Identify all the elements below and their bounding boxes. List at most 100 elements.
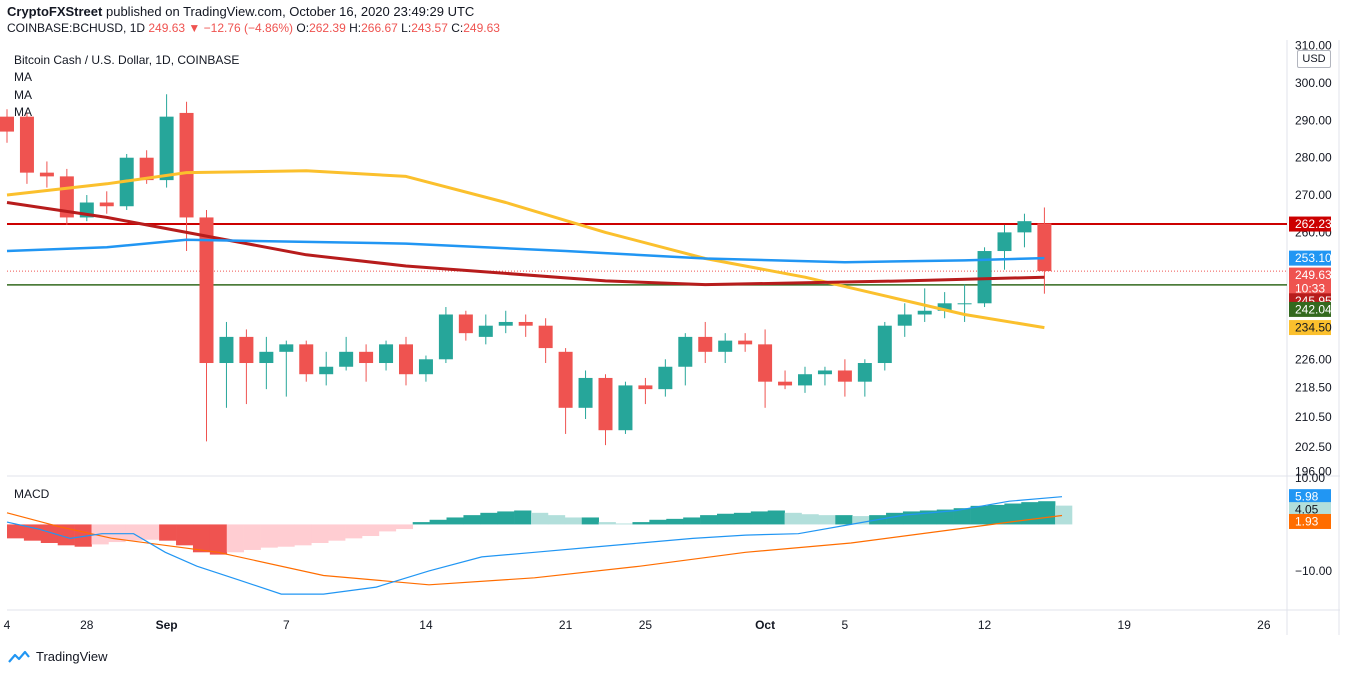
- moving-averages: [6, 169, 1045, 330]
- low-value: 243.57: [411, 21, 448, 35]
- price-badge: [1289, 216, 1331, 232]
- ma-long-line: [6, 169, 1045, 330]
- ma-mid-line: [6, 201, 1045, 287]
- open-value: 262.39: [309, 21, 346, 35]
- macd-hist-bar: [480, 512, 498, 525]
- ma-label-2: MA: [14, 88, 32, 102]
- price-badge: [1289, 320, 1331, 336]
- macd-hist-bar: [598, 522, 616, 525]
- price-badges: 262.23253.10249.6310:33245.95242.04234.5…: [1289, 216, 1332, 529]
- time-tick-label: 21: [559, 618, 573, 632]
- candle-body: [279, 344, 294, 352]
- candle-body: [678, 336, 693, 367]
- tradingview-logo[interactable]: TradingView: [7, 648, 108, 664]
- publish-header: CryptoFXStreet published on TradingView.…: [7, 4, 474, 19]
- currency-badge[interactable]: USD: [1297, 50, 1331, 68]
- high-value: 266.67: [361, 21, 398, 35]
- candle-body: [159, 116, 174, 181]
- candle-body: [139, 157, 154, 181]
- open-label: O:: [296, 21, 310, 35]
- macd-hist-bar: [125, 524, 143, 541]
- macd-hist-bar: [192, 524, 211, 553]
- macd-label: MACD: [14, 487, 50, 501]
- candle-body: [438, 314, 453, 360]
- candle-body: [379, 344, 394, 364]
- macd-hist-bar: [683, 517, 701, 525]
- macd-hist-bar: [1021, 502, 1039, 525]
- price-tick-label: 300.00: [1295, 76, 1332, 90]
- macd-hist-bar: [733, 512, 752, 525]
- price-badge-label: 1.93: [1295, 514, 1319, 528]
- macd-hist-bar: [750, 511, 769, 525]
- macd-hist-bar: [142, 524, 160, 540]
- candle-body: [518, 321, 533, 326]
- macd-hist-bar: [277, 524, 295, 547]
- macd-tick-label: 10.00: [1295, 471, 1325, 485]
- price-tick-label: 310.00: [1295, 39, 1332, 53]
- macd-hist-bar: [1038, 501, 1056, 525]
- price-badge-label: 249.63: [1295, 268, 1332, 282]
- macd-hist-bar: [7, 524, 25, 539]
- time-tick-label: Oct: [755, 618, 775, 632]
- macd-line: [6, 496, 1063, 595]
- candle-body: [259, 351, 274, 364]
- candle-body: [658, 366, 673, 390]
- macd-hist-bar: [666, 518, 684, 525]
- ma-label-3: MA: [14, 105, 32, 119]
- close-label: C:: [451, 21, 464, 35]
- candle-body: [319, 366, 334, 375]
- ohlc-header: COINBASE:BCHUSD, 1D 249.63 ▼ −12.76 (−4.…: [7, 21, 500, 35]
- macd-pane: [6, 496, 1073, 595]
- candle-body: [199, 217, 214, 364]
- macd-hist-bar: [362, 524, 380, 537]
- macd-hist-bar: [74, 524, 92, 547]
- candle-body: [977, 251, 992, 304]
- candle-body: [19, 116, 34, 173]
- candle-body: [638, 385, 653, 390]
- price-tick-label: 226.00: [1295, 352, 1332, 366]
- time-tick-label: 14: [419, 618, 433, 632]
- macd-hist-bar: [852, 516, 870, 525]
- macd-hist-bar: [615, 523, 633, 525]
- candle-body: [219, 336, 234, 364]
- price-badge: [1289, 513, 1331, 529]
- price-badge-label: 4.05: [1295, 503, 1319, 517]
- tradingview-brand: TradingView: [36, 648, 108, 664]
- candle-body: [578, 377, 593, 408]
- tradingview-cloud-icon: [8, 650, 30, 663]
- time-tick-label: 5: [842, 618, 849, 632]
- candle-body: [897, 314, 912, 326]
- macd-hist-bar: [700, 515, 718, 525]
- candle-body: [299, 344, 314, 375]
- level-lines: [7, 223, 1287, 286]
- candle-body: [917, 310, 932, 315]
- macd-hist-bar: [497, 511, 515, 525]
- price-tick-label: 196.00: [1295, 464, 1332, 478]
- macd-hist-bar: [243, 524, 261, 550]
- macd-hist-bar: [581, 517, 599, 525]
- candle-body: [498, 321, 513, 326]
- macd-hist-bar: [649, 519, 667, 525]
- macd-hist-bar: [226, 524, 244, 553]
- macd-hist-bar: [835, 515, 853, 525]
- candle-body: [817, 370, 832, 375]
- symbol-label: COINBASE:BCHUSD, 1D: [7, 21, 146, 35]
- macd-hist-bar: [970, 505, 988, 525]
- candle-body: [937, 303, 952, 311]
- candle-body: [0, 116, 14, 132]
- price-badge: [1289, 280, 1331, 296]
- candle-body: [538, 325, 553, 349]
- macd-hist-bar: [717, 513, 735, 525]
- candle-body: [837, 370, 852, 382]
- low-label: L:: [401, 21, 412, 35]
- time-tick-label: 4: [4, 618, 11, 632]
- time-tick-label: 19: [1118, 618, 1132, 632]
- candle-body: [39, 172, 54, 177]
- candle-body: [718, 340, 733, 352]
- time-tick-label: 26: [1257, 618, 1271, 632]
- macd-hist-bar: [209, 524, 228, 555]
- candle-body: [1017, 221, 1032, 233]
- macd-hist-bar: [328, 524, 346, 541]
- candle-body: [618, 385, 633, 431]
